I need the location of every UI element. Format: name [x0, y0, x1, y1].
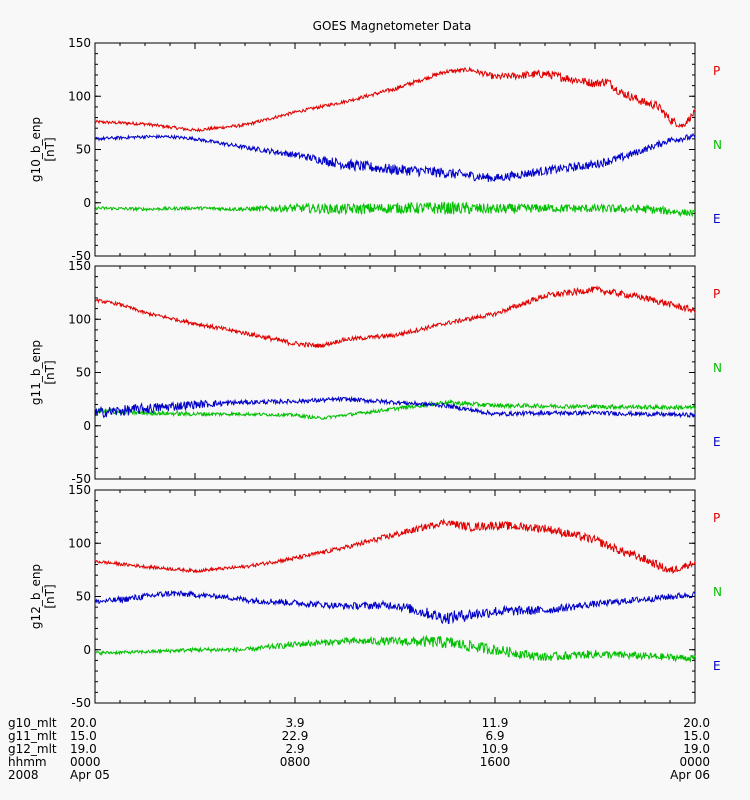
footer-value: 0000: [679, 755, 710, 769]
legend-label-P: P: [713, 511, 720, 525]
y-axis-label: g12_b_enp: [29, 564, 43, 629]
series-line-P: [94, 66, 696, 133]
legend-label-E: E: [713, 659, 721, 673]
plot-frame: [94, 265, 696, 480]
footer-row-label: g11_mlt: [8, 729, 57, 743]
footer-value: 19.0: [70, 742, 97, 756]
series-line-P: [94, 518, 696, 575]
series-line-N: [94, 398, 696, 421]
y-tick-label: 100: [68, 312, 91, 326]
legend-label-E: E: [713, 435, 721, 449]
footer-value: 19.0: [683, 742, 710, 756]
footer-row-label: g12_mlt: [8, 742, 57, 756]
y-tick-label: 100: [68, 536, 91, 550]
series-line-N: [94, 589, 696, 625]
y-tick-label: 100: [68, 89, 91, 103]
y-axis-unit: [nT]: [43, 360, 57, 384]
panel-g11_b_enp: -50 0 50 100 150 g11_b_enp [nT] P N E: [29, 259, 722, 486]
y-tick-label: 0: [83, 643, 91, 657]
series-line-P: [94, 284, 696, 348]
footer-value: 0000: [70, 755, 101, 769]
y-tick-label: 0: [83, 196, 91, 210]
legend-label-N: N: [713, 585, 722, 599]
series-line-E: [94, 395, 696, 419]
legend-label-N: N: [713, 138, 722, 152]
y-tick-label: 50: [76, 590, 91, 604]
series-line-E: [94, 201, 696, 218]
panel-g12_b_enp: -50 0 50 100 150 g12_b_enp [nT] P N E: [29, 483, 722, 710]
footer-row-label: 2008: [8, 768, 39, 782]
footer-value: 2.9: [285, 742, 304, 756]
footer-value: 11.9: [482, 716, 509, 730]
chart-title: GOES Magnetometer Data: [313, 19, 472, 33]
y-tick-label: 150: [68, 483, 91, 497]
legend-label-E: E: [713, 212, 721, 226]
footer-value: 20.0: [683, 716, 710, 730]
y-tick-label: -50: [71, 472, 91, 486]
y-axis-unit: [nT]: [43, 584, 57, 608]
footer-row-label: g10_mlt: [8, 716, 57, 730]
footer-value: 15.0: [683, 729, 710, 743]
footer-value: Apr 06: [670, 768, 710, 782]
plot-frame: [94, 42, 696, 257]
y-axis-unit: [nT]: [43, 137, 57, 161]
panel-g10_b_enp: -50 0 50 100 150 g10_b_enp [nT] P N E: [29, 36, 722, 263]
footer-value: 1600: [480, 755, 511, 769]
legend-label-P: P: [713, 64, 720, 78]
y-tick-label: 150: [68, 36, 91, 50]
y-tick-label: -50: [71, 696, 91, 710]
y-axis-label: g11_b_enp: [29, 340, 43, 405]
y-tick-label: 150: [68, 259, 91, 273]
series-line-E: [94, 634, 696, 663]
series-line-N: [94, 132, 696, 182]
footer-value: 6.9: [485, 729, 504, 743]
y-tick-label: 50: [76, 143, 91, 157]
y-axis-label: g10_b_enp: [29, 117, 43, 182]
y-tick-label: -50: [71, 249, 91, 263]
footer-value: 3.9: [285, 716, 304, 730]
y-tick-label: 0: [83, 419, 91, 433]
footer-time-table: g10_mlt 20.0 3.9 11.9 20.0 g11_mlt 15.0 22.9 6.9…: [8, 716, 710, 782]
legend-label-N: N: [713, 361, 722, 375]
footer-value: 20.0: [70, 716, 97, 730]
footer-value: 0800: [280, 755, 311, 769]
footer-value: Apr 05: [70, 768, 110, 782]
footer-value: 15.0: [70, 729, 97, 743]
footer-value: 22.9: [282, 729, 309, 743]
footer-value: 10.9: [482, 742, 509, 756]
y-tick-label: 50: [76, 366, 91, 380]
legend-label-P: P: [713, 287, 720, 301]
footer-row-label: hhmm: [8, 755, 47, 769]
